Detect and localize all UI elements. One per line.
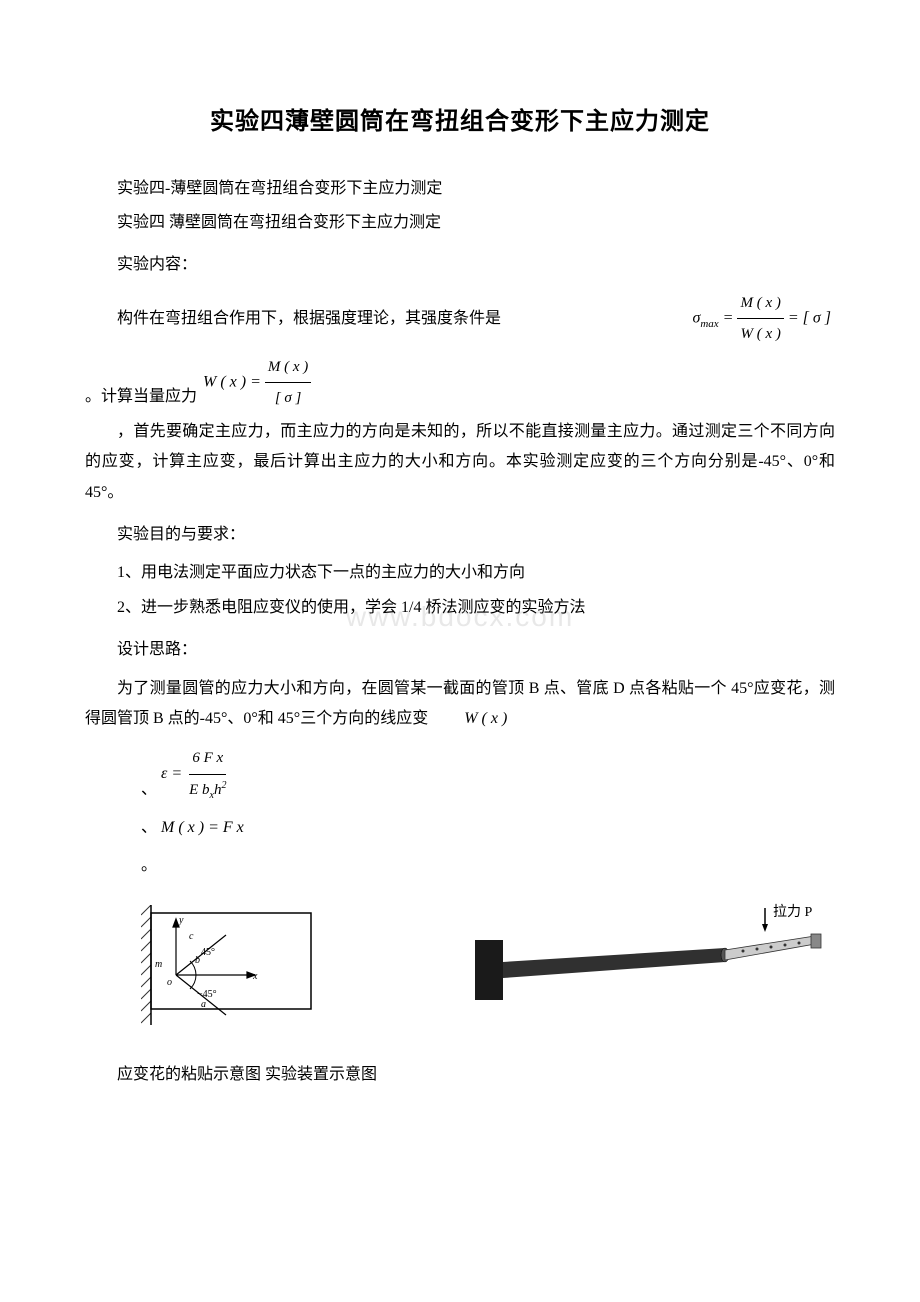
section-goal-label: 实验目的与要求：	[85, 520, 835, 550]
ebh-b: h	[214, 782, 222, 798]
mx-lhs: M ( x )	[161, 819, 204, 836]
figures-caption: 应变花的粘贴示意图 实验装置示意图	[85, 1060, 835, 1090]
sigma-sub: max	[700, 318, 718, 330]
num-6fx: 6 F x	[189, 744, 226, 775]
b-label: b	[195, 955, 200, 966]
num-mx-2: M ( x )	[265, 353, 311, 384]
wx-lhs: W ( x )	[203, 373, 246, 390]
period-line: 。	[141, 851, 835, 881]
goal-2: 2、进一步熟悉电阻应变仪的使用，学会 1/4 桥法测应变的实验方法	[85, 593, 835, 623]
subtitle-line-2: 实验四 薄壁圆筒在弯扭组合变形下主应力测定	[85, 208, 835, 238]
formula-mx-fx: M ( x ) = F x	[161, 813, 244, 843]
bullet-2: 、	[141, 813, 157, 843]
document-content: 实验四薄壁圆筒在弯扭组合变形下主应力测定 实验四-薄壁圆筒在弯扭组合变形下主应力…	[85, 100, 835, 1090]
content-intro-b: 。计算当量应力	[85, 382, 197, 412]
den-ebh2: E bxh2	[186, 775, 229, 805]
formula-sigma-max: σmax = M ( x ) W ( x ) = [ σ ]	[672, 289, 831, 349]
equals-2: =	[788, 309, 799, 326]
page-title: 实验四薄壁圆筒在弯扭组合变形下主应力测定	[85, 100, 835, 146]
bullet-1: 、	[141, 775, 157, 805]
device-diagram-icon: 拉力 P	[475, 900, 835, 1030]
ebh-sup: 2	[222, 780, 227, 791]
den-sigma: [ σ ]	[272, 383, 305, 413]
y-axis-label: y	[178, 915, 184, 926]
content-intro-a: 构件在弯扭组合作用下，根据强度理论，其强度条件是	[85, 304, 501, 334]
ebh-a: E b	[189, 782, 209, 798]
mx-fx-row: 、 M ( x ) = F x	[141, 813, 835, 843]
a-label: a	[201, 999, 206, 1010]
content-intro-b-line: 。计算当量应力 W ( x ) = M ( x ) [ σ ]	[85, 353, 835, 413]
content-intro-line: 构件在弯扭组合作用下，根据强度理论，其强度条件是 σmax = M ( x ) …	[85, 289, 835, 349]
goal-1: 1、用电法测定平面应力状态下一点的主应力的大小和方向	[85, 558, 835, 588]
figures-row: y x m o c b a 45° −45° 拉力 P	[141, 900, 835, 1030]
force-p-label: 拉力 P	[773, 904, 812, 920]
formula-epsilon: ε = 6 F x E bxh2	[161, 744, 229, 805]
fx-rhs: F x	[223, 819, 244, 836]
equals-4: =	[171, 765, 182, 782]
c-label: c	[189, 931, 194, 942]
x-axis-label: x	[252, 971, 258, 982]
o-label: o	[167, 977, 172, 988]
design-body: 为了测量圆管的应力大小和方向，在圆管某一截面的管顶 B 点、管底 D 点各粘贴一…	[85, 674, 835, 735]
num-mx: M ( x )	[737, 289, 783, 320]
equals-3: =	[250, 373, 261, 390]
formula-wx: W ( x ) = M ( x ) [ σ ]	[203, 353, 311, 413]
bracket-sigma-1: [ σ ]	[803, 309, 831, 326]
section-design-label: 设计思路：	[85, 635, 835, 665]
ang-m45-label: −45°	[197, 989, 217, 1000]
subtitle-line-1: 实验四-薄壁圆筒在弯扭组合变形下主应力测定	[85, 174, 835, 204]
content-body: ，首先要确定主应力，而主应力的方向是未知的，所以不能直接测量主应力。通过测定三个…	[85, 417, 835, 508]
rosette-diagram-icon: y x m o c b a 45° −45°	[141, 905, 321, 1025]
epsilon-symbol: ε	[161, 765, 167, 782]
equals-1: =	[723, 309, 734, 326]
section-content-label: 实验内容：	[85, 250, 835, 280]
equals-5: =	[208, 819, 219, 836]
epsilon-row: 、 ε = 6 F x E bxh2	[141, 744, 835, 805]
formula-wx-inline: W ( x )	[432, 704, 507, 734]
m-label: m	[155, 959, 162, 970]
ang-45-label: 45°	[201, 947, 215, 958]
den-wx: W ( x )	[737, 319, 783, 349]
